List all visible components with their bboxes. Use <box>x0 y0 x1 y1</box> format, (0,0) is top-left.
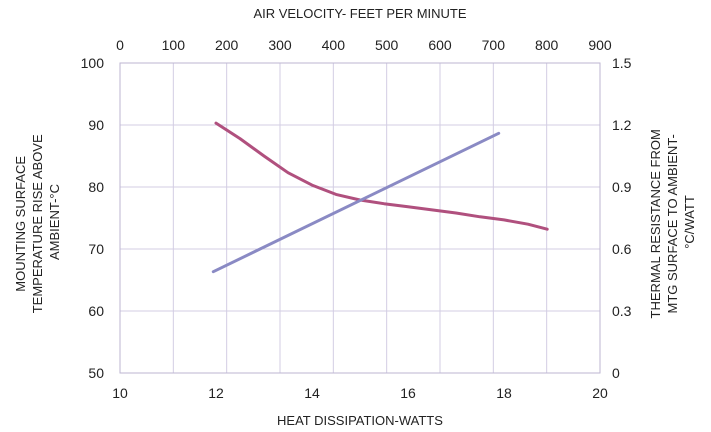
x-bottom-tick-label: 12 <box>208 385 224 401</box>
x-bottom-tick-label: 10 <box>112 385 128 401</box>
right-axis-title-line-3: °C/WATT <box>682 195 697 249</box>
x-bottom-tick-label: 16 <box>400 385 416 401</box>
x-bottom-tick-label: 18 <box>496 385 512 401</box>
x-bottom-tick-label: 14 <box>304 385 320 401</box>
left-axis-title-line-2: TEMPERATURE RISE ABOVE <box>30 134 45 313</box>
x-top-tick-label: 500 <box>375 37 399 53</box>
bottom-axis-title: HEAT DISSIPATION-WATTS <box>277 413 443 428</box>
y-left-tick-label: 100 <box>81 55 105 71</box>
left-axis-title-line-3: AMBIENT-°C <box>47 184 62 260</box>
x-top-tick-label: 400 <box>322 37 346 53</box>
plot-frame <box>119 62 601 374</box>
y-right-tick-label: 0 <box>612 365 620 381</box>
x-top-tick-label: 700 <box>482 37 506 53</box>
x-top-tick-label: 200 <box>215 37 239 53</box>
series-line-temperature-rise <box>214 121 549 231</box>
y-left-tick-label: 70 <box>88 241 104 257</box>
left-axis-title: MOUNTING SURFACE TEMPERATURE RISE ABOVE … <box>13 131 62 314</box>
y-right-tick-label: 1.5 <box>612 55 632 71</box>
y-right-tick-label: 1.2 <box>612 117 632 133</box>
y-right-tick-label: 0.9 <box>612 179 632 195</box>
series-layer <box>211 121 549 274</box>
right-axis-title-line-1: THERMAL RESISTANCE FROM <box>648 129 663 318</box>
x-bottom-tick-label: 20 <box>592 385 608 401</box>
x-top-tick-label: 0 <box>116 37 124 53</box>
y-left-tick-label: 60 <box>88 303 104 319</box>
x-top-tick-label: 100 <box>162 37 186 53</box>
y-left-tick-label: 80 <box>88 179 104 195</box>
y-left-tick-label: 50 <box>88 365 104 381</box>
y-right-tick-label: 0.3 <box>612 303 632 319</box>
top-axis-title: AIR VELOCITY- FEET PER MINUTE <box>253 6 466 21</box>
x-top-tick-label: 300 <box>268 37 292 53</box>
right-axis-title: THERMAL RESISTANCE FROM MTG SURFACE TO A… <box>648 126 697 319</box>
ticks-layer: 10 12 14 16 18 200 100 200 300 400 500 600 700 800 900… <box>81 37 632 401</box>
grid <box>119 62 601 374</box>
right-axis-title-line-2: MTG SURFACE TO AMBIENT- <box>665 134 680 313</box>
left-axis-title-line-1: MOUNTING SURFACE <box>13 156 28 292</box>
x-top-tick-label: 800 <box>535 37 559 53</box>
plot-border <box>119 62 601 374</box>
x-top-tick-label: 900 <box>588 37 612 53</box>
series-line-thermal-resistance <box>211 131 501 274</box>
y-right-tick-label: 0.6 <box>612 241 632 257</box>
x-top-tick-label: 600 <box>428 37 452 53</box>
y-left-tick-label: 90 <box>88 117 104 133</box>
